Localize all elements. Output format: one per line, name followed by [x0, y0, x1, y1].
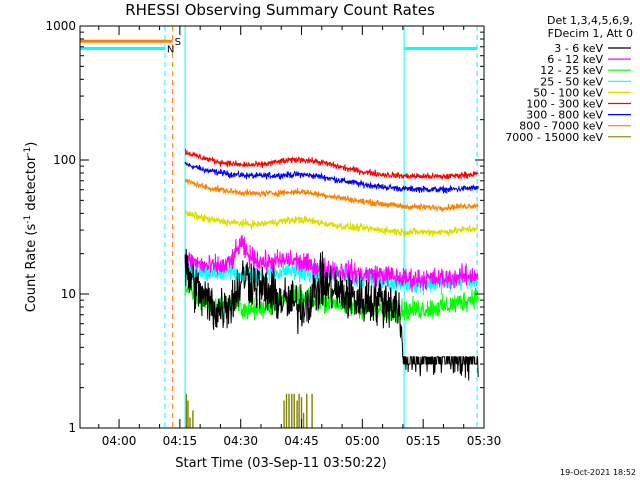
legend: Det 1,3,4,5,6,9, FDecim 1, Att 0 3 - 6 k…: [505, 14, 633, 144]
plot-frame: [79, 25, 485, 429]
legend-label-5: 100 - 300 keV: [526, 98, 603, 111]
legend-label-3: 25 - 50 keV: [540, 75, 603, 88]
series-5-line: [184, 148, 479, 181]
series-7-line: [184, 178, 479, 213]
y-tick-label-3: 1000: [45, 19, 76, 33]
flag-bar-1: [80, 46, 165, 50]
legend-label-8: 7000 - 15000 keV: [505, 131, 603, 144]
series-4-line: [184, 210, 479, 237]
x-tick-label-1: 04:15: [163, 434, 198, 448]
series-1-line: [184, 234, 479, 292]
flag-bar-0: [80, 39, 173, 43]
legend-label-7: 800 - 7000 keV: [519, 120, 603, 133]
y-tick-label-2: 100: [53, 153, 76, 167]
chart-title: RHESSI Observing Summary Count Rates: [125, 1, 435, 19]
x-tick-label-3: 04:45: [284, 434, 319, 448]
x-axis-label: Start Time (03-Sep-11 03:50:22): [175, 456, 386, 471]
y-axis-label: Count Rate (s-1 detector-1): [23, 142, 39, 313]
legend-label-1: 6 - 12 keV: [547, 53, 603, 66]
flag-label-n: N: [167, 44, 174, 55]
series-8-spikes: [185, 393, 313, 428]
generation-timestamp: 19-Oct-2021 18:52: [560, 468, 636, 477]
x-tick-label-6: 05:30: [467, 434, 502, 448]
x-tick-label-5: 05:15: [406, 434, 441, 448]
legend-label-4: 50 - 100 keV: [533, 86, 603, 99]
x-tick-label-2: 04:30: [223, 434, 258, 448]
series-6-line: [184, 161, 479, 194]
legend-label-6: 300 - 800 keV: [526, 109, 603, 122]
legend-label-2: 12 - 25 keV: [540, 64, 603, 77]
legend-header-line-2: FDecim 1, Att 0: [548, 27, 633, 40]
x-tick-label-4: 05:00: [345, 434, 380, 448]
flag-label-s: S: [175, 37, 181, 48]
series-0-line: [184, 248, 479, 381]
legend-header-line-1: Det 1,3,4,5,6,9,: [547, 14, 633, 27]
legend-label-0: 3 - 6 keV: [554, 42, 603, 55]
y-tick-label-1: 10: [61, 287, 76, 301]
x-tick-label-0: 04:00: [102, 434, 137, 448]
y-tick-label-0: 1: [68, 421, 76, 435]
flag-bar-2: [404, 46, 478, 50]
